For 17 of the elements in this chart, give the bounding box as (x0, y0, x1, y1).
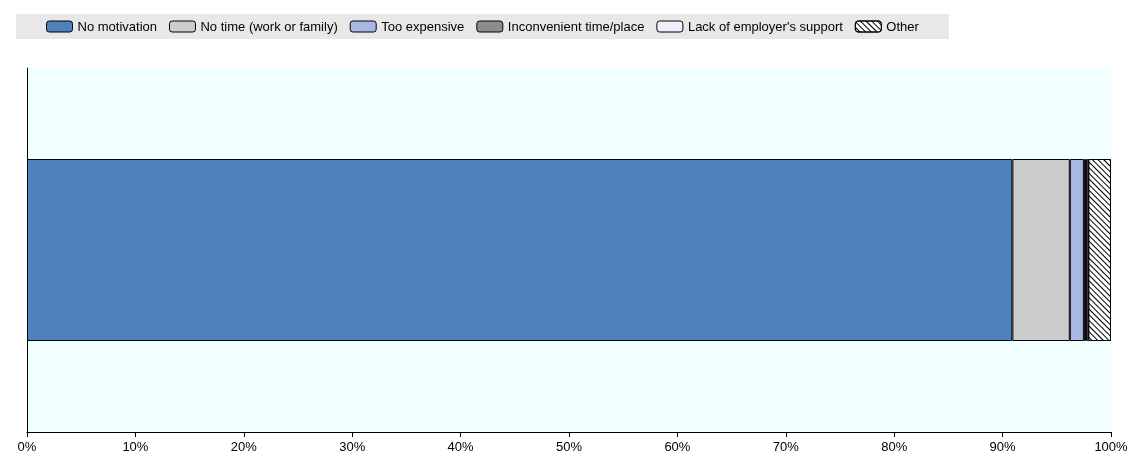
x-tick-label: 60% (664, 439, 691, 454)
legend-label: No time (work or family) (200, 19, 338, 34)
legend-label: No motivation (77, 19, 157, 34)
x-tick-label: 90% (989, 439, 1017, 454)
x-tick-label: 100% (1094, 439, 1129, 454)
x-tick-label: 50% (555, 439, 583, 454)
legend-label: Other (886, 19, 920, 34)
legend-label: Too expensive (381, 19, 465, 34)
x-tick-label: 10% (122, 439, 149, 454)
legend-label: Lack of employer's support (687, 19, 844, 34)
x-tick-label: 70% (772, 439, 800, 454)
x-tick-label: 0% (17, 439, 37, 454)
x-tick-label: 40% (447, 439, 475, 454)
x-tick-label: 30% (339, 439, 366, 454)
legend-label: Inconvenient time/place (507, 19, 645, 34)
x-tick-label: 80% (881, 439, 908, 454)
x-tick-label: 20% (230, 439, 258, 454)
